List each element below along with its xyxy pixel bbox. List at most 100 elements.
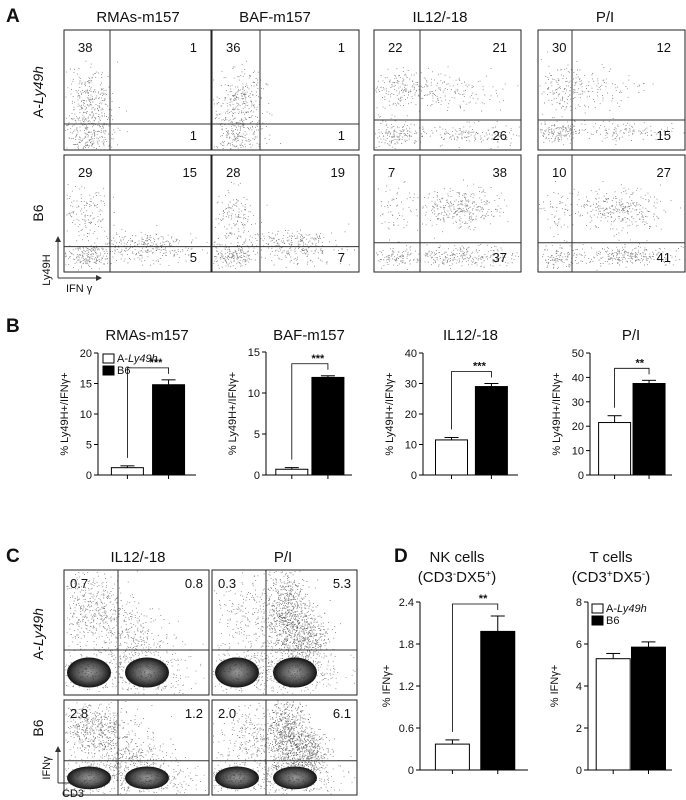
quadrant-percentage: 7	[388, 165, 395, 180]
quadrant-percentage: 15	[657, 128, 671, 143]
bar-a-ly49h	[434, 743, 470, 771]
legend-label: A-Ly49h	[117, 353, 158, 365]
significance-marker: ***	[311, 353, 325, 365]
bar-a-ly49h	[595, 658, 631, 771]
panel-letter-c: C	[6, 546, 20, 567]
panel-d-charts: 0 0.6 1.2 1.8 2.4 % IFNγ+ ** 0 2 4 6 8 % IFNγ+ A-Ly49…	[381, 593, 672, 777]
y-tick-label: 40	[405, 348, 417, 360]
panel-d-title-1: NK cells	[429, 549, 484, 566]
panel-letter-a: A	[6, 6, 20, 27]
quadrant-percentage: 1.2	[185, 706, 203, 721]
density-plot: 0.7 0.8	[63, 569, 210, 696]
y-tick-label: 20	[80, 348, 92, 360]
panel-a-col-title-2: BAF-m157	[239, 9, 311, 26]
quadrant-percentage: 1	[190, 128, 197, 143]
quadrant-percentage: 0.7	[70, 576, 88, 591]
quadrant-percentage: 1	[338, 40, 345, 55]
bar-b6	[480, 630, 516, 771]
quadrant-percentage: 29	[78, 165, 92, 180]
bar-a-ly49h	[598, 422, 632, 476]
chart-title: RMAs-m157	[105, 327, 188, 344]
bar-b6	[311, 376, 345, 476]
quadrant-percentage: 1	[190, 40, 197, 55]
quadrant-percentage: 28	[226, 165, 240, 180]
quadrant-percentage: 1	[338, 128, 345, 143]
quadrant-percentage: 5.3	[333, 576, 351, 591]
panel-c-plots: 0.7 0.8 0.3 5.3 2.8 1.2 2.0 6.1	[63, 569, 358, 796]
quadrant-percentage: 7	[338, 250, 345, 265]
significance-bracket	[452, 603, 499, 732]
y-tick-label: 50	[572, 348, 584, 360]
quadrant-percentage: 2.0	[218, 706, 236, 721]
quadrant-percentage: 38	[493, 165, 507, 180]
significance-marker: **	[636, 357, 645, 369]
y-tick-label: 0	[578, 470, 584, 482]
y-axis-label: % Ly49H+/IFNγ+	[384, 372, 396, 455]
y-tick-label: 6	[576, 639, 582, 651]
y-axis-label: % IFNγ+	[381, 665, 393, 707]
bar-chart: P/I 0 10 20 30 40 50 % Ly49H+/IFNγ+ **	[551, 327, 672, 482]
cell-population-blob	[215, 657, 259, 688]
panel-a-axis-hint: Ly49H IFN γ	[41, 236, 102, 295]
panel-a-col-title-3: IL12/-18	[412, 9, 467, 26]
dot-plot: 10 27 41	[537, 154, 686, 273]
legend-swatch	[102, 353, 115, 364]
y-tick-label: 20	[405, 409, 417, 421]
y-axis-label: % Ly49H+/IFNγ+	[227, 372, 239, 455]
quadrant-percentage: 37	[493, 250, 507, 265]
panel-c-col-title-2: P/I	[274, 549, 292, 566]
bar-chart: 0 2 4 6 8 % IFNγ+	[549, 597, 672, 777]
cell-population-blob	[215, 766, 259, 790]
y-tick-label: 10	[248, 388, 260, 400]
y-tick-label: 0	[411, 470, 417, 482]
y-tick-label: 10	[80, 409, 92, 421]
significance-bracket	[451, 371, 492, 430]
y-tick-label: 4	[576, 681, 582, 693]
y-axis-label: % Ly49H+/IFNγ+	[551, 372, 563, 455]
cell-population-blob	[67, 657, 111, 688]
bar-chart: BAF-m157 0 5 10 15 % Ly49H+/IFNγ+ ***	[227, 327, 352, 482]
quadrant-percentage: 30	[552, 40, 566, 55]
quadrant-percentage: 36	[226, 40, 240, 55]
y-axis-label: % Ly49H+/IFNγ+	[59, 372, 71, 455]
legend-label: B6	[606, 615, 619, 627]
dot-plot: 29 15 5	[63, 154, 212, 273]
quadrant-percentage: 26	[493, 128, 507, 143]
cell-population-blob	[273, 766, 317, 790]
y-tick-label: 0	[254, 470, 260, 482]
bar-chart: IL12/-18 0 10 20 30 40 % Ly49H+/IFNγ+ ***	[384, 327, 518, 482]
quadrant-percentage: 15	[183, 165, 197, 180]
y-tick-label: 20	[572, 421, 584, 433]
density-plot: 2.0 6.1	[211, 699, 358, 796]
y-tick-label: 30	[405, 379, 417, 391]
legend-label: A-Ly49h	[606, 603, 647, 615]
significance-marker: ***	[473, 361, 487, 373]
dot-plot: 7 38 37	[373, 154, 522, 273]
panel-a-col-title-4: P/I	[596, 9, 614, 26]
panel-letter-b: B	[6, 316, 20, 337]
legend-swatch	[102, 365, 115, 376]
y-tick-label: 2	[576, 723, 582, 735]
panel-c-y-axis-label: IFNγ	[41, 756, 53, 780]
legend-swatch	[591, 603, 604, 614]
panel-a-col-title-1: RMAs-m157	[96, 9, 179, 26]
y-tick-label: 0	[408, 765, 414, 777]
y-tick-label: 15	[248, 347, 260, 359]
significance-bracket	[291, 363, 329, 460]
chart-title: IL12/-18	[443, 327, 498, 344]
y-tick-label: 0.6	[399, 723, 414, 735]
panel-d-title-2: T cells	[589, 549, 632, 566]
quadrant-percentage: 41	[657, 250, 671, 265]
quadrant-percentage: 38	[78, 40, 92, 55]
quadrant-percentage: 22	[388, 40, 402, 55]
dot-plot: 28 19 7	[211, 154, 360, 273]
significance-bracket	[614, 367, 650, 408]
bar-chart: RMAs-m157 0 5 10 15 20 % Ly49H+/IFNγ+ ***	[59, 327, 196, 482]
bar-b6	[474, 386, 508, 476]
significance-marker: ***	[150, 357, 164, 369]
quadrant-percentage: 19	[331, 165, 345, 180]
y-axis-label: % IFNγ+	[549, 665, 561, 707]
